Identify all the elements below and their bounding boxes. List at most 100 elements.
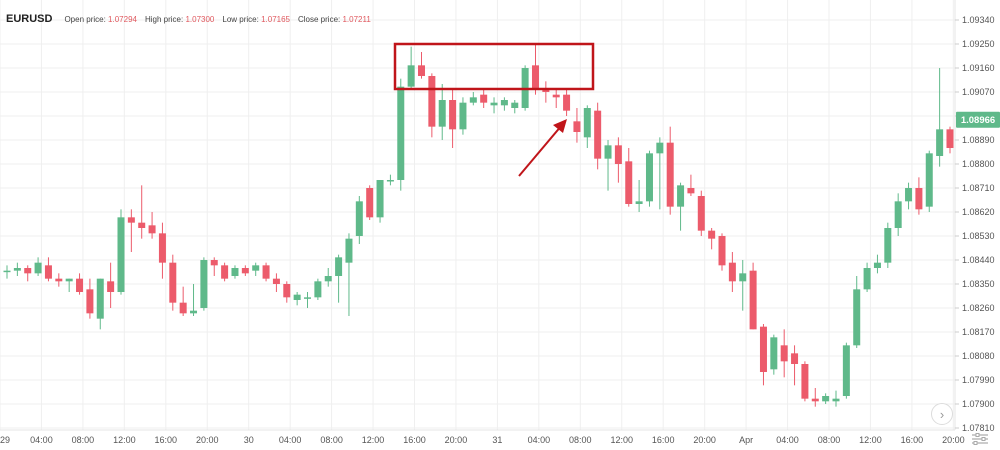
candle-body xyxy=(200,260,208,308)
candle xyxy=(842,342,850,399)
candle-body xyxy=(780,345,788,362)
candle-body xyxy=(407,65,415,87)
candle xyxy=(604,140,612,191)
price-tick-label: 1.07990 xyxy=(962,375,995,385)
candle-body xyxy=(573,121,581,132)
price-tick-label: 1.09250 xyxy=(962,39,995,49)
price-tick-label: 1.08890 xyxy=(962,135,995,145)
candle-body xyxy=(583,108,591,138)
candle-body xyxy=(542,89,550,92)
annotation-arrow-head xyxy=(553,119,567,133)
candle-body xyxy=(293,294,301,300)
candle xyxy=(666,126,674,215)
candle xyxy=(708,228,716,250)
candle-body xyxy=(635,201,643,204)
candle-body xyxy=(853,289,861,346)
candle xyxy=(822,393,830,404)
candle xyxy=(76,273,84,295)
candle xyxy=(531,44,539,95)
candle-body xyxy=(531,65,539,90)
candle xyxy=(780,329,788,378)
candle xyxy=(656,137,664,210)
candle-body xyxy=(127,217,135,223)
candle xyxy=(314,278,322,300)
candle-body xyxy=(231,268,239,276)
candle-body xyxy=(770,337,778,370)
current-price-badge: 1.08966 xyxy=(956,111,1000,128)
candle xyxy=(645,150,653,207)
time-tick-label: 16:00 xyxy=(901,435,924,445)
candle-body xyxy=(697,196,705,231)
candle xyxy=(832,390,840,407)
candle-body xyxy=(24,268,32,274)
time-tick-label: 20:00 xyxy=(693,435,716,445)
candle xyxy=(563,89,571,116)
time-tick-label: 20:00 xyxy=(196,435,219,445)
time-tick-label: 04:00 xyxy=(528,435,551,445)
candle-body xyxy=(915,188,923,210)
candle-body xyxy=(687,188,695,194)
candle-body xyxy=(718,236,726,266)
high-price: High price: 1.07300 xyxy=(144,14,215,24)
candle xyxy=(500,97,508,111)
candle xyxy=(231,265,239,279)
candle xyxy=(542,81,550,103)
price-tick-label: 1.08260 xyxy=(962,303,995,313)
candle-body xyxy=(625,161,633,204)
candle xyxy=(200,257,208,311)
candle-body xyxy=(563,94,571,111)
candle-body xyxy=(822,396,830,402)
candle-body xyxy=(65,278,73,282)
chart-settings-icon[interactable] xyxy=(968,431,992,447)
time-tick-label: 30 xyxy=(244,435,254,445)
candle-body xyxy=(946,129,954,148)
price-tick-label: 1.08350 xyxy=(962,279,995,289)
candle-body xyxy=(355,201,363,236)
candle xyxy=(169,254,177,311)
candle xyxy=(283,281,291,303)
candle-body xyxy=(511,102,519,108)
candle-body xyxy=(594,110,602,159)
candle xyxy=(863,262,871,292)
candle xyxy=(262,262,270,282)
time-tick-label: 04:00 xyxy=(279,435,302,445)
candle xyxy=(677,182,685,231)
candle xyxy=(594,102,602,170)
candle xyxy=(24,265,32,282)
candle-body xyxy=(3,270,11,273)
price-tick-label: 1.08080 xyxy=(962,351,995,361)
candle-body xyxy=(55,278,63,282)
time-tick-label: 04:00 xyxy=(30,435,53,445)
candle-body xyxy=(44,265,52,279)
candle xyxy=(697,190,705,236)
candle-body xyxy=(107,281,115,292)
candle xyxy=(614,137,622,183)
candle xyxy=(386,174,394,186)
chart-grid xyxy=(0,0,955,430)
candle xyxy=(96,278,104,330)
candle xyxy=(873,254,881,274)
candle xyxy=(770,334,778,375)
price-axis: 1.093401.092501.091601.090701.089801.088… xyxy=(954,0,995,433)
chevron-right-icon[interactable]: › xyxy=(931,403,953,425)
price-tick-label: 1.08800 xyxy=(962,159,995,169)
candle-body xyxy=(604,145,612,159)
candle xyxy=(34,257,42,276)
candle-body xyxy=(158,233,166,263)
candle-body xyxy=(397,86,405,180)
candle xyxy=(65,278,73,292)
candle-body xyxy=(283,284,291,298)
candle-body xyxy=(645,153,653,202)
candle xyxy=(179,286,187,316)
candle-body xyxy=(925,153,933,207)
candle-body xyxy=(376,180,384,218)
candle-body xyxy=(366,188,374,218)
candle xyxy=(13,262,21,276)
candle xyxy=(127,209,135,252)
candle-series xyxy=(3,44,954,407)
low-price: Low price: 1.07165 xyxy=(222,14,290,24)
candle xyxy=(221,262,229,282)
candle-body xyxy=(314,281,322,298)
candle-body xyxy=(728,262,736,282)
price-tick-label: 1.08170 xyxy=(962,327,995,337)
